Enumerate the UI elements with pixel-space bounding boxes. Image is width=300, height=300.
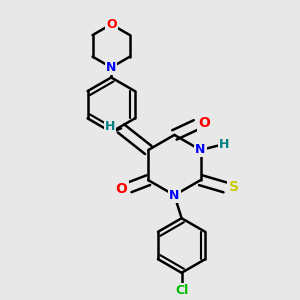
- Text: N: N: [169, 189, 180, 202]
- Text: H: H: [219, 138, 229, 151]
- Text: Cl: Cl: [175, 284, 188, 297]
- Text: S: S: [229, 180, 238, 194]
- Text: N: N: [106, 61, 116, 74]
- Text: H: H: [105, 120, 115, 133]
- Text: O: O: [198, 116, 210, 130]
- Text: O: O: [106, 18, 116, 31]
- Text: O: O: [116, 182, 128, 196]
- Text: N: N: [195, 143, 206, 157]
